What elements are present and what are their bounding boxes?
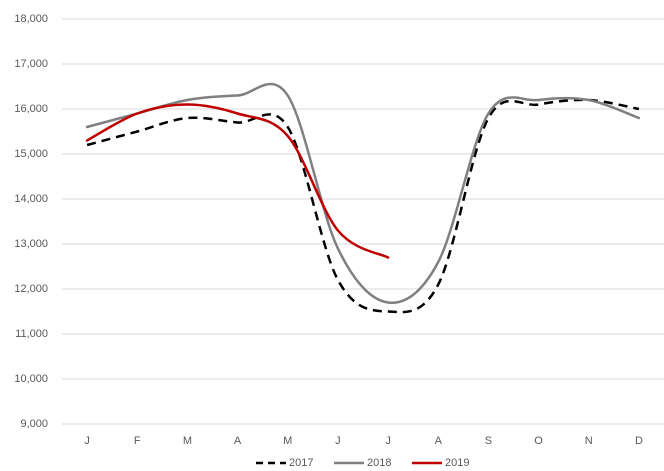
x-tick-label: F	[134, 435, 141, 447]
x-tick-label: O	[534, 435, 543, 447]
legend-label: 2017	[289, 457, 313, 469]
x-tick-label: M	[283, 435, 292, 447]
y-tick-label: 12,000	[14, 283, 48, 295]
legend-label: 2019	[445, 457, 469, 469]
x-tick-label: J	[84, 435, 90, 447]
series-line	[85, 82, 641, 304]
y-tick-label: 16,000	[14, 103, 48, 115]
y-tick-label: 11,000	[15, 328, 48, 340]
x-tick-label: A	[435, 435, 443, 447]
series-line	[86, 98, 640, 314]
series-line	[85, 103, 390, 259]
x-tick-label: N	[585, 435, 593, 447]
y-tick-label: 18,000	[14, 13, 48, 25]
y-tick-label: 9,000	[20, 418, 48, 430]
x-tick-label: S	[485, 435, 492, 447]
y-tick-label: 17,000	[14, 58, 48, 70]
x-tick-label: J	[385, 435, 391, 447]
x-tick-label: A	[234, 435, 242, 447]
y-tick-label: 10,000	[14, 373, 48, 385]
y-tick-label: 13,000	[14, 238, 48, 250]
x-tick-label: D	[635, 435, 643, 447]
y-tick-label: 14,000	[14, 193, 48, 205]
x-tick-label: M	[183, 435, 192, 447]
legend-label: 2018	[367, 457, 391, 469]
x-tick-label: J	[335, 435, 341, 447]
y-tick-label: 15,000	[14, 148, 48, 160]
